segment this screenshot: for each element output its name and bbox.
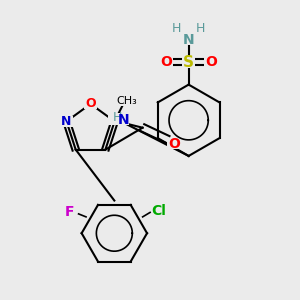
Text: O: O — [160, 55, 172, 69]
Text: CH₃: CH₃ — [116, 96, 137, 106]
FancyBboxPatch shape — [152, 206, 166, 216]
Text: F: F — [65, 206, 74, 219]
FancyBboxPatch shape — [60, 116, 73, 127]
Text: Cl: Cl — [152, 204, 166, 218]
Text: H: H — [196, 22, 205, 34]
FancyBboxPatch shape — [182, 35, 195, 45]
FancyBboxPatch shape — [84, 99, 97, 109]
Text: H: H — [112, 111, 122, 124]
Text: S: S — [183, 55, 194, 70]
FancyBboxPatch shape — [204, 57, 218, 68]
Text: O: O — [85, 98, 96, 110]
FancyBboxPatch shape — [167, 139, 181, 149]
Text: N: N — [117, 113, 129, 127]
FancyBboxPatch shape — [182, 57, 195, 68]
Text: O: O — [168, 137, 180, 151]
Text: H: H — [172, 22, 182, 34]
FancyBboxPatch shape — [120, 95, 133, 106]
FancyBboxPatch shape — [108, 113, 129, 125]
FancyBboxPatch shape — [160, 57, 173, 68]
Text: N: N — [183, 33, 194, 47]
FancyBboxPatch shape — [63, 207, 76, 218]
Text: O: O — [205, 55, 217, 69]
Text: N: N — [61, 115, 72, 128]
